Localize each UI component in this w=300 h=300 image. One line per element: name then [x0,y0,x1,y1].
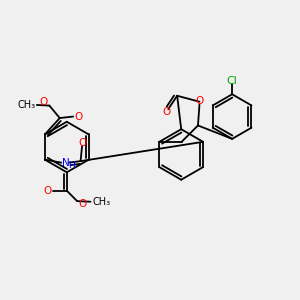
Text: O: O [79,199,87,209]
Text: CH₃: CH₃ [92,197,110,207]
Text: O: O [78,138,86,148]
Text: H: H [68,161,74,170]
Text: Cl: Cl [227,76,238,86]
Text: CH₃: CH₃ [17,100,35,110]
Text: O: O [163,107,171,117]
Text: O: O [195,96,204,106]
Text: O: O [75,112,83,122]
Text: N: N [62,158,70,168]
Text: O: O [40,97,48,107]
Text: O: O [44,186,52,196]
